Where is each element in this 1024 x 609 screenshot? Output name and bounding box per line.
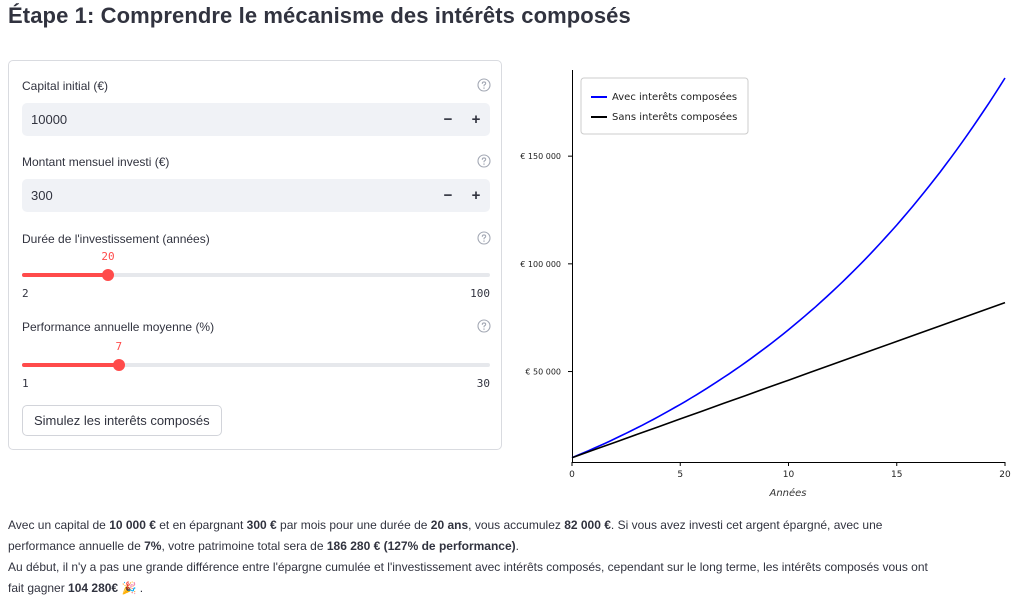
y-axis-ticks: € 50 000 € 100 000 € 150 000 [520, 152, 572, 377]
legend-label-0: Avec interêts composées [612, 91, 737, 103]
slider-track[interactable] [22, 273, 490, 277]
monthly-increment-button[interactable]: + [471, 187, 481, 204]
capital-decrement-button[interactable]: − [443, 111, 453, 128]
duration-label: Durée de l'investissement (années) [22, 232, 210, 246]
series-line-sans-interets [571, 301, 1006, 459]
slider-max-label: 30 [476, 377, 490, 390]
chart-series [571, 77, 1006, 459]
annual-rate: 7% [144, 539, 162, 553]
slider-current-value: 7 [115, 340, 123, 353]
y-tick-label: € 50 000 [525, 368, 561, 377]
duration-slider[interactable]: 20 2 100 [22, 250, 490, 310]
summary-line-4: fait gagner 104 280€ 🎉 . [8, 581, 144, 595]
monthly-decrement-button[interactable]: − [443, 187, 453, 204]
x-axis-ticks: 0 5 10 15 20 [569, 462, 1011, 480]
question-circle-icon[interactable] [477, 319, 491, 333]
slider-min-label: 2 [22, 287, 29, 300]
x-tick-label: 20 [999, 470, 1011, 480]
monthly-amount: 300 € [246, 518, 277, 532]
chart-legend: Avec interêts composées Sans interêts co… [580, 77, 749, 135]
performance-label: Performance annuelle moyenne (%) [22, 320, 215, 334]
monthly-input-value[interactable]: 300 [31, 188, 53, 203]
x-tick-label: 5 [677, 470, 683, 480]
capital-amount: 10 000 € [109, 518, 156, 532]
x-axis-title: Années [768, 487, 806, 499]
performance-slider[interactable]: 7 1 30 [22, 340, 490, 400]
total-wealth: 186 280 € (127% de performance) [326, 539, 516, 553]
y-tick-label: € 100 000 [520, 260, 561, 269]
result-summary: Avec un capital de 10 000 € et en épargn… [8, 515, 1016, 599]
capital-increment-button[interactable]: + [471, 111, 481, 128]
question-circle-icon[interactable] [477, 154, 491, 168]
summary-line-3: Au début, il n'y a pas une grande différ… [8, 560, 928, 574]
capital-input-value[interactable]: 10000 [31, 112, 68, 127]
slider-max-label: 100 [470, 287, 490, 300]
series-line-avec-interets [571, 77, 1006, 459]
monthly-input[interactable]: 300 − + [22, 179, 490, 212]
page-title: Étape 1: Comprendre le mécanisme des int… [8, 3, 631, 28]
slider-thumb[interactable] [101, 269, 114, 281]
x-tick-label: 15 [891, 470, 902, 480]
legend-label-1: Sans interêts composées [612, 111, 737, 123]
slider-current-value: 20 [101, 250, 115, 263]
summary-line-1: Avec un capital de 10 000 € et en épargn… [8, 518, 883, 532]
gain-amount: 104 280€ [68, 581, 119, 595]
party-emoji-icon: 🎉 [121, 581, 137, 595]
slider-min-label: 1 [22, 377, 29, 390]
slider-fill [22, 363, 119, 367]
monthly-label: Montant mensuel investi (€) [22, 155, 170, 169]
y-tick-label: € 150 000 [520, 152, 561, 161]
question-circle-icon[interactable] [477, 231, 491, 245]
simulation-form: Capital initial (€) 10000 − + Montant me… [8, 60, 502, 450]
simulate-button[interactable]: Simulez les interêts composés [22, 405, 222, 436]
slider-thumb[interactable] [112, 359, 125, 371]
duration-years: 20 ans [430, 518, 469, 532]
question-circle-icon[interactable] [477, 78, 491, 92]
compound-interest-chart: 0 5 10 15 20 € 50 000 € 100 000 € 150 000 Anné… [520, 70, 1011, 499]
x-tick-label: 0 [569, 470, 575, 480]
x-tick-label: 10 [783, 470, 795, 480]
slider-fill [22, 273, 108, 277]
saved-amount: 82 000 € [564, 518, 611, 532]
summary-line-2: performance annuelle de 7%, votre patrim… [8, 539, 519, 553]
slider-track[interactable] [22, 363, 490, 367]
capital-input[interactable]: 10000 − + [22, 103, 490, 136]
capital-label: Capital initial (€) [22, 79, 109, 93]
legend-box [580, 77, 749, 135]
